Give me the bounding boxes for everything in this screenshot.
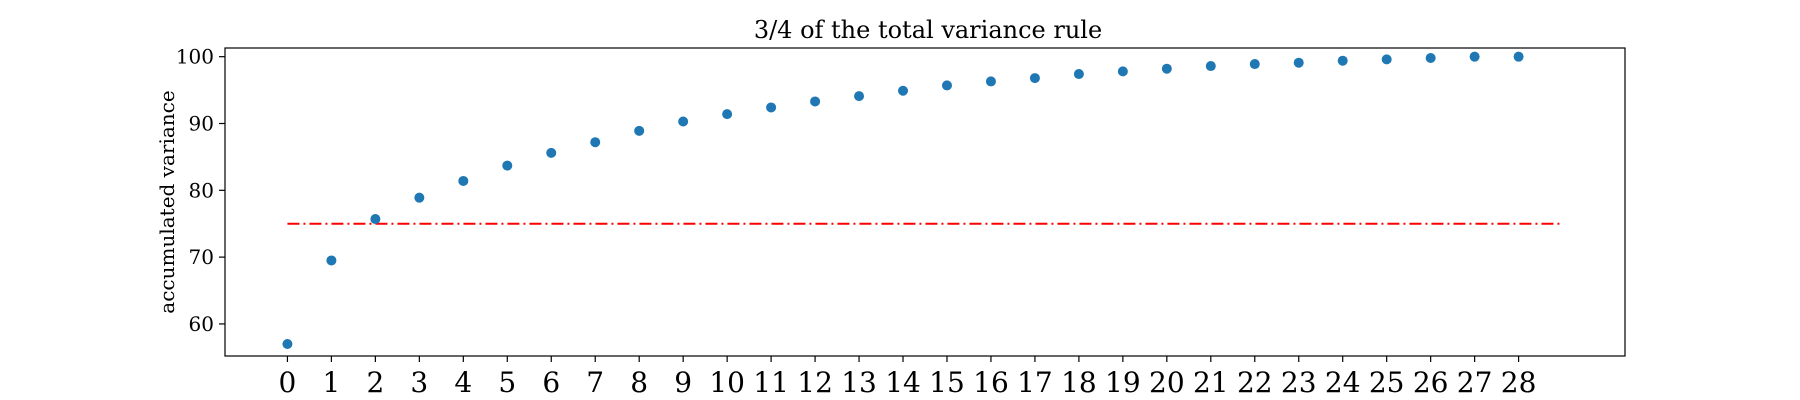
x-tick-label: 15 [929,366,965,399]
x-tick-label: 5 [498,366,516,399]
y-tick-label: 60 [189,312,214,336]
y-axis-ticks: 60 70 80 90 100 [176,45,225,336]
data-point [546,147,557,158]
x-tick-label: 28 [1501,366,1537,399]
data-point [1337,55,1348,66]
data-point [854,91,865,102]
x-tick-label: 4 [454,366,472,399]
data-point [1117,66,1128,77]
y-tick-label: 90 [189,111,214,135]
data-point [1029,73,1040,84]
x-tick-label: 0 [279,366,297,399]
x-tick-label: 23 [1281,366,1317,399]
x-tick-label: 18 [1061,366,1097,399]
data-point [1293,57,1304,68]
x-tick-label: 24 [1325,366,1361,399]
data-point [941,80,952,91]
data-point [1513,51,1524,62]
data-point [634,125,645,136]
data-point [326,255,337,266]
y-tick-label: 80 [189,178,214,202]
data-points [282,51,1524,349]
x-tick-label: 1 [322,366,340,399]
x-tick-label: 21 [1193,366,1229,399]
x-tick-label: 13 [841,366,877,399]
data-point [1425,53,1436,64]
data-point [1205,61,1216,72]
x-axis-ticks: 0 1 2 3 4 5 6 7 8 9 10 11 12 13 14 15 16 17 18 19 20 21 22 23 24… [279,356,1537,399]
x-tick-label: 11 [753,366,789,399]
data-point [722,109,733,120]
x-tick-label: 16 [973,366,1009,399]
data-point [282,338,293,349]
chart-title: 3/4 of the total variance rule [754,16,1102,44]
x-tick-label: 20 [1149,366,1185,399]
y-tick-label: 70 [189,245,214,269]
y-tick-label: 100 [176,45,214,69]
x-tick-label: 19 [1105,366,1141,399]
data-point [898,85,909,96]
x-tick-label: 27 [1457,366,1493,399]
x-tick-label: 25 [1369,366,1405,399]
y-axis-label: accumulated variance [155,90,179,313]
data-point [985,76,996,87]
data-point [1469,51,1480,62]
x-tick-label: 10 [709,366,745,399]
plot-area-frame [224,47,1626,357]
x-tick-label: 7 [586,366,604,399]
x-tick-label: 17 [1017,366,1053,399]
data-point [678,116,689,127]
x-tick-label: 6 [542,366,560,399]
data-point [590,137,601,148]
x-tick-label: 22 [1237,366,1273,399]
x-tick-label: 8 [630,366,648,399]
data-point [766,102,777,113]
data-point [1161,63,1172,74]
data-point [458,175,469,186]
x-tick-label: 14 [885,366,921,399]
data-point [1249,59,1260,70]
x-tick-label: 12 [797,366,833,399]
data-point [1381,54,1392,65]
x-tick-label: 3 [410,366,428,399]
data-point [1073,69,1084,80]
data-point [502,160,513,171]
x-tick-label: 26 [1413,366,1449,399]
data-point [370,214,381,225]
x-tick-label: 9 [674,366,692,399]
data-point [810,96,821,107]
x-tick-label: 2 [366,366,384,399]
data-point [414,192,425,203]
